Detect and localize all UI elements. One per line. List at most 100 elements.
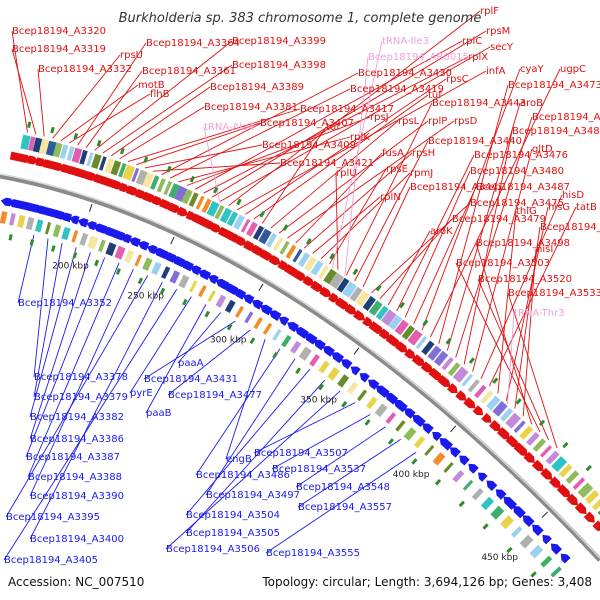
reverse-gene-label: paaA	[178, 358, 204, 369]
label-connector	[165, 390, 341, 550]
forward-gene-arrow	[489, 419, 501, 432]
forward-gene-label: rpsH	[412, 148, 435, 159]
inner-category-segment	[253, 316, 263, 330]
forward-gene-label: Bcep18194_A3399	[232, 36, 326, 47]
reverse-gene-label: Bcep18194_A3507	[254, 448, 348, 459]
forward-gene-arrow	[496, 427, 511, 440]
cog-category-segment	[285, 244, 297, 259]
reverse-gene-arrow	[93, 223, 108, 234]
cog-category-segment	[214, 205, 225, 220]
cog-category-segment	[118, 162, 127, 178]
label-connector	[195, 348, 281, 476]
forward-gene-label: Bcep18194_A3398	[232, 60, 326, 71]
forward-gene-arrow	[404, 348, 416, 359]
reverse-gene-arrow	[137, 240, 150, 251]
inner-category-segment	[87, 235, 99, 250]
tick-line	[353, 347, 360, 355]
label-connector	[265, 451, 417, 554]
cog-category-segment	[407, 329, 423, 346]
outer-marker	[375, 284, 382, 292]
cog-category-segment	[480, 390, 494, 405]
inner-marker	[506, 546, 513, 554]
reverse-gene-arrow	[242, 294, 255, 305]
reverse-gene-arrow	[128, 237, 141, 248]
inner-category-segment	[207, 290, 216, 303]
cog-category-segment	[433, 350, 449, 367]
inner-category-segment	[290, 340, 302, 354]
outer-marker	[468, 357, 475, 364]
label-connector	[261, 126, 327, 224]
inner-category-segment	[462, 479, 474, 491]
reverse-gene-arrow	[542, 534, 552, 545]
cog-category-segment	[104, 158, 115, 174]
cog-category-segment	[323, 268, 337, 285]
inner-marker	[318, 383, 325, 391]
cog-category-segment	[292, 248, 303, 263]
label-connector	[505, 206, 549, 402]
cog-category-segment	[86, 152, 94, 167]
label-connector	[455, 262, 541, 433]
forward-gene-label: thiG	[516, 206, 537, 217]
inner-category-segment	[540, 555, 553, 568]
forward-gene-arrow	[302, 275, 315, 286]
cog-category-segment	[272, 237, 284, 251]
reverse-gene-arrow	[331, 352, 345, 364]
outer-marker	[422, 319, 429, 327]
inner-category-segment	[178, 274, 190, 289]
inner-category-segment	[298, 346, 312, 361]
cog-category-segment	[421, 340, 435, 356]
outer-marker	[492, 377, 499, 384]
reverse-gene-label: Bcep18194_A3548	[296, 482, 390, 493]
forward-gene-label: fusA	[382, 148, 404, 159]
inner-category-segment	[424, 444, 435, 456]
inner-category-segment	[44, 222, 52, 235]
reverse-gene-arrow	[495, 489, 507, 500]
forward-gene-label: rpsC	[446, 74, 469, 85]
forward-gene-label: rplP	[428, 116, 447, 127]
outer-marker	[166, 165, 172, 173]
label-connector	[271, 414, 371, 470]
cog-category-segment	[584, 489, 600, 505]
label-connector	[253, 402, 356, 454]
forward-gene-label: secY	[490, 42, 514, 53]
reverse-gene-label: Bcep18194_A3506	[166, 544, 260, 555]
reverse-gene-label: Bcep18194_A3486	[196, 470, 290, 481]
inner-category-segment	[25, 216, 35, 231]
inner-marker	[295, 367, 302, 375]
forward-gene-label: rpsM	[486, 26, 510, 37]
reverse-gene-arrow	[350, 366, 361, 376]
inner-category-segment	[443, 461, 454, 473]
inner-category-segment	[114, 245, 126, 260]
forward-gene-arrow	[481, 412, 492, 423]
tick-line	[450, 425, 457, 433]
inner-marker	[159, 287, 166, 295]
reverse-gene-arrow	[77, 218, 89, 228]
reverse-gene-arrow	[24, 202, 40, 213]
label-connector	[203, 56, 469, 194]
forward-gene-arrow	[335, 297, 350, 310]
forward-gene-label: rpsJ	[370, 112, 389, 123]
reverse-gene-arrow	[120, 233, 132, 244]
reverse-gene-arrow	[468, 463, 479, 474]
forward-gene-arrow	[531, 459, 544, 472]
label-connector	[387, 230, 431, 306]
forward-gene-label: Bcep18194_A3381	[204, 102, 298, 113]
forward-gene-label: Bcep18194_A3389	[210, 82, 304, 93]
inner-category-segment	[366, 396, 378, 410]
cog-category-segment	[492, 400, 508, 417]
inner-category-segment	[510, 526, 523, 538]
outer-marker	[213, 186, 219, 194]
reverse-gene-arrow	[0, 197, 12, 207]
forward-gene-label: Bcep18194_A3476	[474, 150, 568, 161]
forward-gene-label: Bcep18194_A3488	[532, 112, 600, 123]
label-connector	[396, 154, 475, 312]
label-connector	[119, 106, 205, 159]
forward-gene-label: rplU	[336, 168, 357, 179]
inner-category-segment	[105, 242, 117, 257]
cog-category-segment	[28, 136, 36, 152]
label-connectors	[3, 10, 577, 561]
inner-marker	[51, 245, 56, 252]
cog-category-segment	[388, 314, 403, 331]
cog-category-segment	[336, 277, 350, 293]
inner-category-segment	[134, 254, 143, 267]
